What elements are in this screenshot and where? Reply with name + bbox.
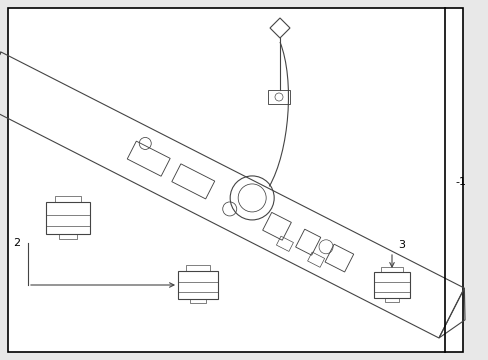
Bar	[373, 272, 409, 298]
Text: 2: 2	[13, 238, 20, 248]
Text: -1: -1	[454, 177, 465, 187]
Bar	[384, 298, 398, 302]
Text: 3: 3	[397, 240, 404, 250]
Bar	[55, 195, 81, 202]
Bar	[59, 234, 77, 239]
Bar	[381, 267, 402, 272]
Bar	[267, 90, 289, 104]
Bar	[185, 265, 209, 271]
Bar	[178, 271, 218, 299]
Bar	[46, 202, 90, 234]
Bar	[190, 299, 205, 303]
